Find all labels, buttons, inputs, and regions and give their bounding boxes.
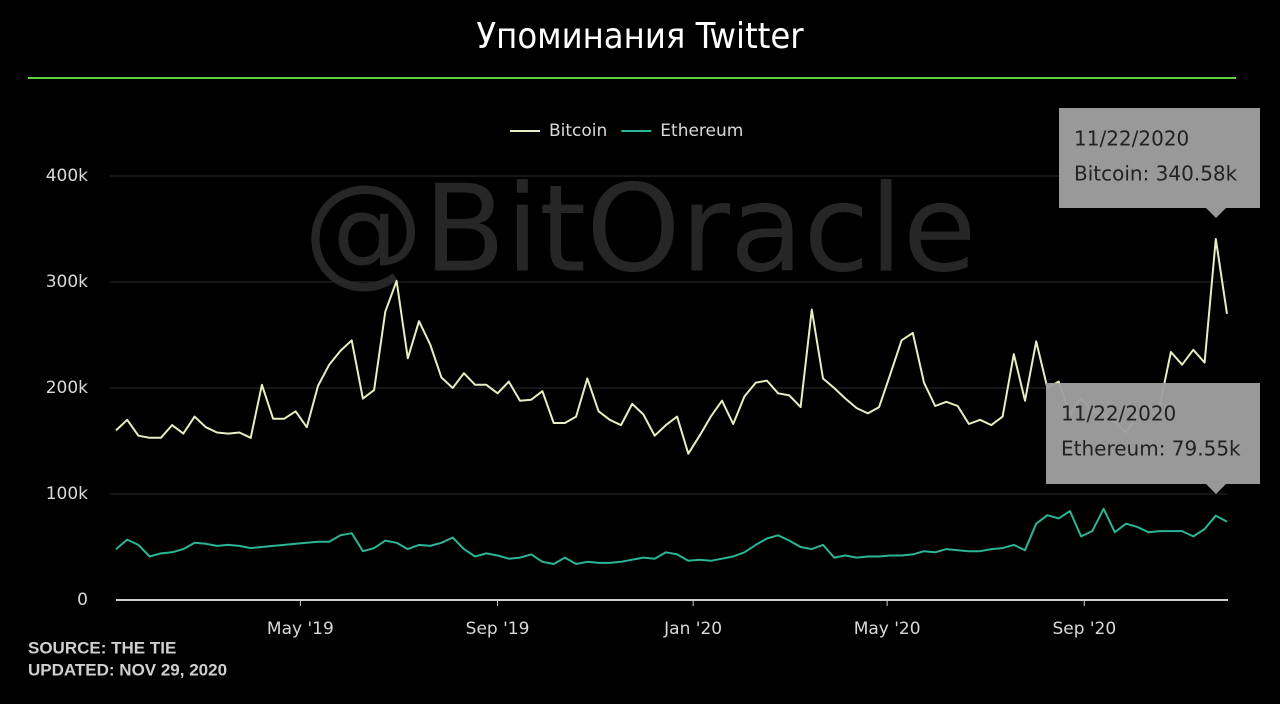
y-tick-label: 400k — [46, 166, 88, 186]
y-tick-label: 0 — [77, 590, 88, 610]
y-tick-label: 200k — [46, 378, 88, 398]
y-tick-label: 100k — [46, 484, 88, 504]
x-tick-label: Jan '20 — [663, 619, 722, 639]
tooltip-box — [1059, 108, 1260, 218]
watermark: @BitOracle — [303, 161, 976, 300]
updated-note: UPDATED: NOV 29, 2020 — [28, 660, 227, 679]
x-tick-label: May '20 — [854, 619, 921, 639]
series-line — [115, 238, 1228, 455]
series-line — [115, 507, 1228, 565]
tooltip-value: Bitcoin: 340.58k — [1074, 162, 1238, 186]
x-tick-label: Sep '19 — [466, 619, 530, 639]
y-tick-label: 300k — [46, 272, 88, 292]
source-note: SOURCE: THE TIE — [28, 638, 176, 657]
chart-title: Упоминания Twitter — [476, 16, 804, 57]
legend-label: Ethereum — [660, 121, 743, 141]
tooltip-date: 11/22/2020 — [1074, 127, 1189, 151]
tooltip-date: 11/22/2020 — [1061, 402, 1176, 426]
x-tick-label: May '19 — [267, 619, 334, 639]
x-tick-label: Sep '20 — [1052, 619, 1116, 639]
tooltip-box — [1046, 383, 1260, 494]
tooltip-value: Ethereum: 79.55k — [1061, 437, 1241, 461]
legend-label: Bitcoin — [549, 121, 607, 141]
